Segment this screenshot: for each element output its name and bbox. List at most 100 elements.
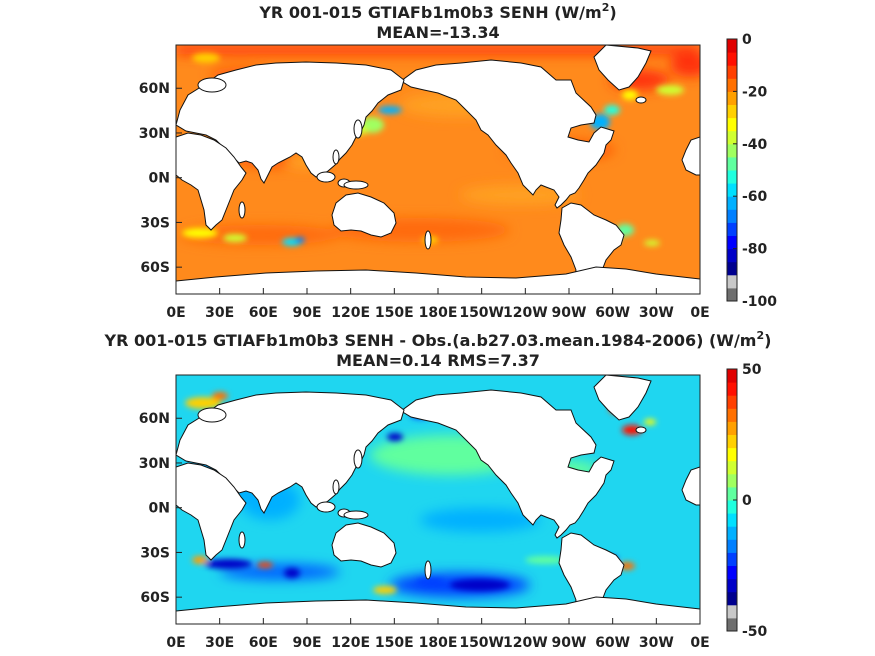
colorbar-segment [727,52,737,66]
lon-tick-label: 120W [503,635,548,651]
colorbar-segment [727,78,737,92]
colorbar-segment [727,500,737,514]
lon-tick-label: 90E [292,635,321,651]
colorbar-tick-label: -60 [742,189,768,205]
colorbar-segment [727,421,737,435]
lon-tick-label: 90E [292,305,321,321]
colorbar-segment [727,65,737,79]
colorbar-segment [727,248,737,263]
lon-tick-label: 90W [552,635,587,651]
lon-tick-label: 150E [375,635,414,651]
colorbar-segment [727,104,737,119]
lat-tick-label: 30N [139,126,170,142]
colorbar-tick-label: -50 [742,624,768,640]
colorbar-segment [727,578,737,593]
panel-2-colorbar-ticks: 50 0 -50 [733,362,768,640]
lon-tick-label: 180E [419,635,458,651]
panel-2-map [176,375,700,624]
panel-2-title: YR 001-015 GTIAFb1m0b3 SENH - Obs.(a.b27… [104,329,772,350]
panel-1-title: YR 001-015 GTIAFb1m0b3 SENH (W/m2) [258,1,616,22]
panel-2-mean: MEAN=0.14 RMS=7.37 [336,351,540,370]
panel-1-lat-ticks: 60N 30N 0N 30S 60S [139,81,182,276]
colorbar-tick-label: -100 [742,294,777,310]
colorbar-segment [727,274,737,289]
lon-tick-label: 30E [205,305,234,321]
colorbar-tick-label: -80 [742,242,768,258]
lon-tick-label: 60E [249,305,278,321]
colorbar-segment [727,447,737,462]
colorbar-segment [727,539,737,553]
lon-tick-label: 120W [503,305,548,321]
panel-1-colorbar [726,38,738,302]
colorbar-segment [727,156,737,171]
colorbar-tick-label: 0 [742,493,752,509]
panel-1-colorbar-ticks: 0 -20 -40 -60 -80 -100 [733,32,777,310]
panel-1: YR 001-015 GTIAFb1m0b3 SENH (W/m2) MEAN=… [139,1,777,321]
colorbar-segment [727,408,737,422]
lat-tick-label: 0N [149,171,170,187]
lon-tick-label: 30W [639,635,674,651]
lon-tick-label: 120E [331,635,370,651]
panel-1-mean: MEAN=-13.34 [376,23,499,42]
colorbar-segment [727,91,737,105]
colorbar-segment [727,486,737,501]
colorbar-segment [727,117,737,132]
lat-tick-label: 60S [140,260,170,276]
lat-tick-label: 30S [140,545,170,561]
colorbar-tick-label: -20 [742,84,768,100]
colorbar-segment [727,565,737,580]
lon-tick-label: 30E [205,635,234,651]
colorbar-segment [727,604,737,619]
colorbar-segment [727,39,737,53]
colorbar-segment [727,434,737,449]
colorbar-segment [727,473,737,488]
lon-tick-label: 150W [459,635,504,651]
lon-tick-label: 0E [690,305,709,321]
colorbar-segment [727,526,737,540]
lat-tick-label: 60S [140,590,170,606]
colorbar-segment [727,382,737,396]
lon-tick-label: 60W [595,635,630,651]
colorbar-segment [727,287,737,302]
colorbar-segment [727,209,737,223]
colorbar-segment [727,130,737,145]
colorbar-segment [727,395,737,409]
colorbar-segment [727,552,737,566]
colorbar-tick-label: -40 [742,137,768,153]
lon-tick-label: 60W [595,305,630,321]
lon-tick-label: 0E [690,635,709,651]
lat-tick-label: 30S [140,215,170,231]
colorbar-segment [727,369,737,383]
lon-tick-label: 180E [419,305,458,321]
lon-tick-label: 60E [249,635,278,651]
lon-tick-label: 150E [375,305,414,321]
colorbar-segment [727,222,737,236]
colorbar-segment [727,196,737,210]
colorbar-segment [727,617,737,632]
lon-tick-label: 150W [459,305,504,321]
lat-tick-label: 60N [139,81,170,97]
colorbar-tick-label: 50 [742,362,762,378]
colorbar-segment [727,261,737,276]
lon-tick-label: 90W [552,305,587,321]
lat-tick-label: 30N [139,456,170,472]
colorbar-segment [727,235,737,250]
colorbar-tick-label: 0 [742,32,752,48]
panel-2-lat-ticks: 60N 30N 0N 30S 60S [139,411,182,606]
colorbar-frame [726,38,738,302]
lon-tick-label: 0E [166,305,185,321]
colorbar-segment [727,183,737,197]
lon-tick-label: 120E [331,305,370,321]
colorbar-segment [727,143,737,158]
colorbar-segment [727,513,737,527]
lat-tick-label: 60N [139,411,170,427]
colorbar-segment [727,460,737,475]
lon-tick-label: 30W [639,305,674,321]
panel-2: YR 001-015 GTIAFb1m0b3 SENH - Obs.(a.b27… [104,329,772,651]
colorbar-segment [727,170,737,184]
panel-1-map [176,45,700,294]
colorbar-segment [727,591,737,606]
lon-tick-label: 0E [166,635,185,651]
